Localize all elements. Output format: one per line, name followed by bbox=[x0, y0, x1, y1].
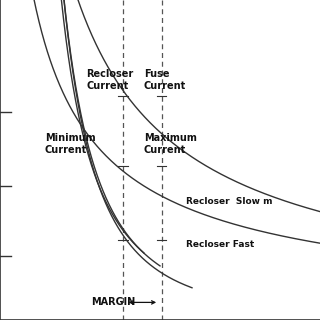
Text: Recloser
Current: Recloser Current bbox=[86, 69, 134, 91]
Text: MARGIN: MARGIN bbox=[91, 297, 135, 308]
Text: Minimum
Current: Minimum Current bbox=[45, 133, 95, 155]
Text: Recloser Fast: Recloser Fast bbox=[186, 240, 254, 249]
Text: Fuse
Current: Fuse Current bbox=[144, 69, 186, 91]
Text: Maximum
Current: Maximum Current bbox=[144, 133, 197, 155]
Text: Recloser  Slow m: Recloser Slow m bbox=[186, 197, 272, 206]
